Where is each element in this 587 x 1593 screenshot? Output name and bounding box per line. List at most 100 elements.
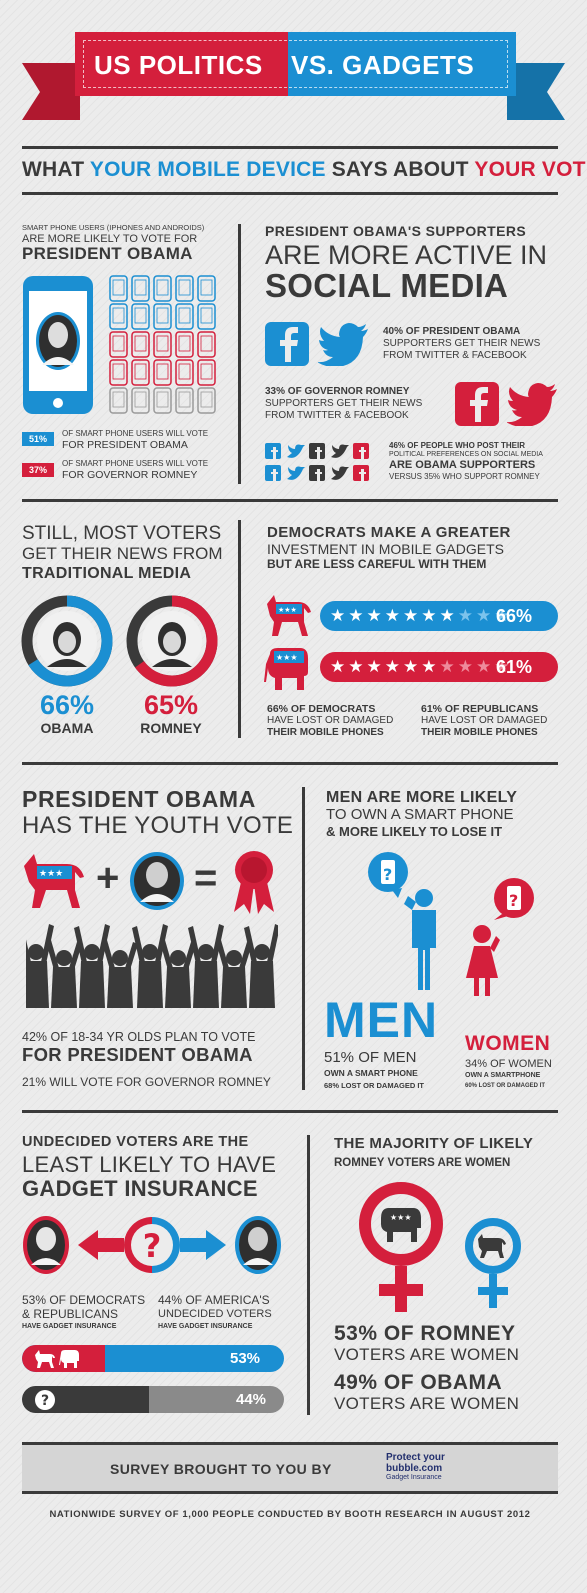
mini-facebook-icon xyxy=(353,465,369,481)
award-ribbon-icon xyxy=(234,851,274,914)
social-post-text: POLITICAL PREFERENCES ON SOCIAL MEDIA xyxy=(389,451,543,458)
men-label: MEN xyxy=(324,992,439,1048)
republican-bar xyxy=(320,652,558,682)
candidate-face-icon xyxy=(37,611,97,671)
smartphone-caption: ARE MORE LIKELY TO VOTE FOR xyxy=(22,233,198,245)
republican-pct: 61% xyxy=(496,657,533,677)
phone-grid xyxy=(109,275,216,414)
svg-text:?: ? xyxy=(509,891,518,910)
traditional-heading: TRADITIONAL MEDIA xyxy=(22,565,192,582)
donut-value-arc xyxy=(21,595,113,687)
insurance-bar2-pct: 44% xyxy=(236,1391,267,1408)
mini-social-icons xyxy=(265,443,369,481)
divider xyxy=(22,192,558,195)
star-icon: ★ xyxy=(366,657,385,676)
men-stat: OWN A SMART PHONE xyxy=(324,1068,418,1078)
social-romney-text: FROM TWITTER & FACEBOOK xyxy=(265,410,409,421)
logo-text: bubble.com xyxy=(386,1463,443,1474)
mini-facebook-icon xyxy=(353,443,369,459)
question-circle-icon: ? xyxy=(35,1390,55,1410)
social-obama-text: FROM TWITTER & FACEBOOK xyxy=(383,350,527,361)
star-icon: ★ xyxy=(384,657,403,676)
romney-donut xyxy=(126,595,218,687)
majority-heading: ROMNEY VOTERS ARE WOMEN xyxy=(334,1157,511,1169)
small-phone-icon xyxy=(175,359,194,386)
republican-stars: ★★★★★★★★★★ xyxy=(330,652,513,682)
insurance-left-text: & REPUBLICANS xyxy=(22,1307,119,1321)
women-stat: OWN A SMARTPHONE xyxy=(465,1072,541,1079)
star-icon: ★ xyxy=(494,657,513,676)
insurance-heading: GADGET INSURANCE xyxy=(22,1176,258,1201)
banner-red-panel xyxy=(75,32,288,96)
vertical-divider xyxy=(238,520,241,738)
small-phone-icon xyxy=(175,387,194,414)
men-stat: 68% LOST OR DAMAGED IT xyxy=(324,1081,425,1090)
star-icon: ★ xyxy=(439,657,458,676)
banner-ribbon-left xyxy=(22,63,80,120)
subtitle-part-red: YOUR VOTE xyxy=(474,158,587,181)
svg-text:?: ? xyxy=(383,865,392,884)
facebook-icon xyxy=(455,382,499,426)
star-icon: ★ xyxy=(421,657,440,676)
plus-sign: + xyxy=(96,856,120,900)
star-icon: ★ xyxy=(476,606,495,625)
star-icon: ★ xyxy=(348,606,367,625)
women-label: WOMEN xyxy=(465,1032,551,1055)
survey-label: SURVEY BROUGHT TO YOU BY xyxy=(110,1461,332,1477)
divider xyxy=(22,499,558,502)
majority-heading: THE MAJORITY OF LIKELY xyxy=(334,1135,534,1152)
subtitle-part-blue: YOUR MOBILE DEVICE xyxy=(89,158,326,181)
gender-heading: & MORE LIKELY TO LOSE IT xyxy=(326,824,503,839)
republican-lost-text: 61% OF REPUBLICANS xyxy=(421,703,539,715)
small-phone-icon xyxy=(109,359,128,386)
svg-text:★★★: ★★★ xyxy=(278,606,297,614)
person-silhouette xyxy=(26,924,54,1008)
mini-facebook-icon xyxy=(265,443,281,459)
small-phone-icon xyxy=(197,331,216,358)
star-icon: ★ xyxy=(457,657,476,676)
small-phone-icon xyxy=(131,331,150,358)
smartphone-heading: PRESIDENT OBAMA xyxy=(22,244,193,263)
obama-legend-line: OF SMART PHONE USERS WILL VOTE xyxy=(62,429,209,438)
star-icon: ★ xyxy=(457,606,476,625)
star-icon: ★ xyxy=(366,606,385,625)
small-phone-icon xyxy=(197,303,216,330)
democrat-lost-text: 66% OF DEMOCRATS xyxy=(267,703,376,715)
divider xyxy=(22,1442,558,1445)
facebook-icon xyxy=(265,322,309,366)
divider xyxy=(22,146,558,149)
democrat-lost-text: THEIR MOBILE PHONES xyxy=(267,727,384,738)
social-heading: PRESIDENT OBAMA'S SUPPORTERS xyxy=(265,223,527,239)
mini-facebook-icon xyxy=(265,465,281,481)
investment-heading: DEMOCRATS MAKE A GREATER xyxy=(267,524,511,541)
twitter-icon xyxy=(318,323,368,366)
logo-text: Gadget Insurance xyxy=(386,1474,442,1481)
stars-text: ★★★★★★★★★★ xyxy=(330,606,513,625)
youth-stat: 21% WILL VOTE FOR GOVERNOR ROMNEY xyxy=(22,1075,271,1089)
divider xyxy=(22,1110,558,1113)
banner-blue-panel xyxy=(288,32,516,96)
star-icon: ★ xyxy=(421,606,440,625)
vertical-divider xyxy=(302,787,305,1090)
social-post-text: ARE OBAMA SUPPORTERS xyxy=(389,459,536,471)
social-romney-text: SUPPORTERS GET THEIR NEWS xyxy=(265,398,423,409)
small-phone-icon xyxy=(153,275,172,302)
romney-legend-line: OF SMART PHONE USERS WILL VOTE xyxy=(62,459,209,468)
small-phone-icon xyxy=(153,331,172,358)
person-silhouette xyxy=(188,924,224,1008)
donut-value-arc xyxy=(126,595,218,687)
svg-text:★★★: ★★★ xyxy=(390,1213,412,1222)
investment-heading: INVESTMENT IN MOBILE GADGETS xyxy=(267,541,505,557)
crowd-silhouette-icon xyxy=(26,924,278,1008)
small-phone-icon xyxy=(175,275,194,302)
protectyourbubble-logo[interactable]: Protect your bubble.com Gadget Insurance xyxy=(386,1452,445,1482)
smartphone-caption: SMART PHONE USERS (IPHONES AND ANDROIDS) xyxy=(22,223,205,232)
democrat-stars: ★★★★★★★★★★ xyxy=(330,601,513,631)
obama-donut xyxy=(21,595,113,687)
female-symbol-republican-icon: ★★★ xyxy=(359,1182,443,1312)
insurance-right-text: HAVE GADGET INSURANCE xyxy=(158,1323,253,1330)
insurance-left-text: HAVE GADGET INSURANCE xyxy=(22,1323,117,1330)
banner-title-right: VS. GADGETS xyxy=(291,50,475,80)
star-icon: ★ xyxy=(330,657,349,676)
svg-text:★★★: ★★★ xyxy=(39,869,63,879)
